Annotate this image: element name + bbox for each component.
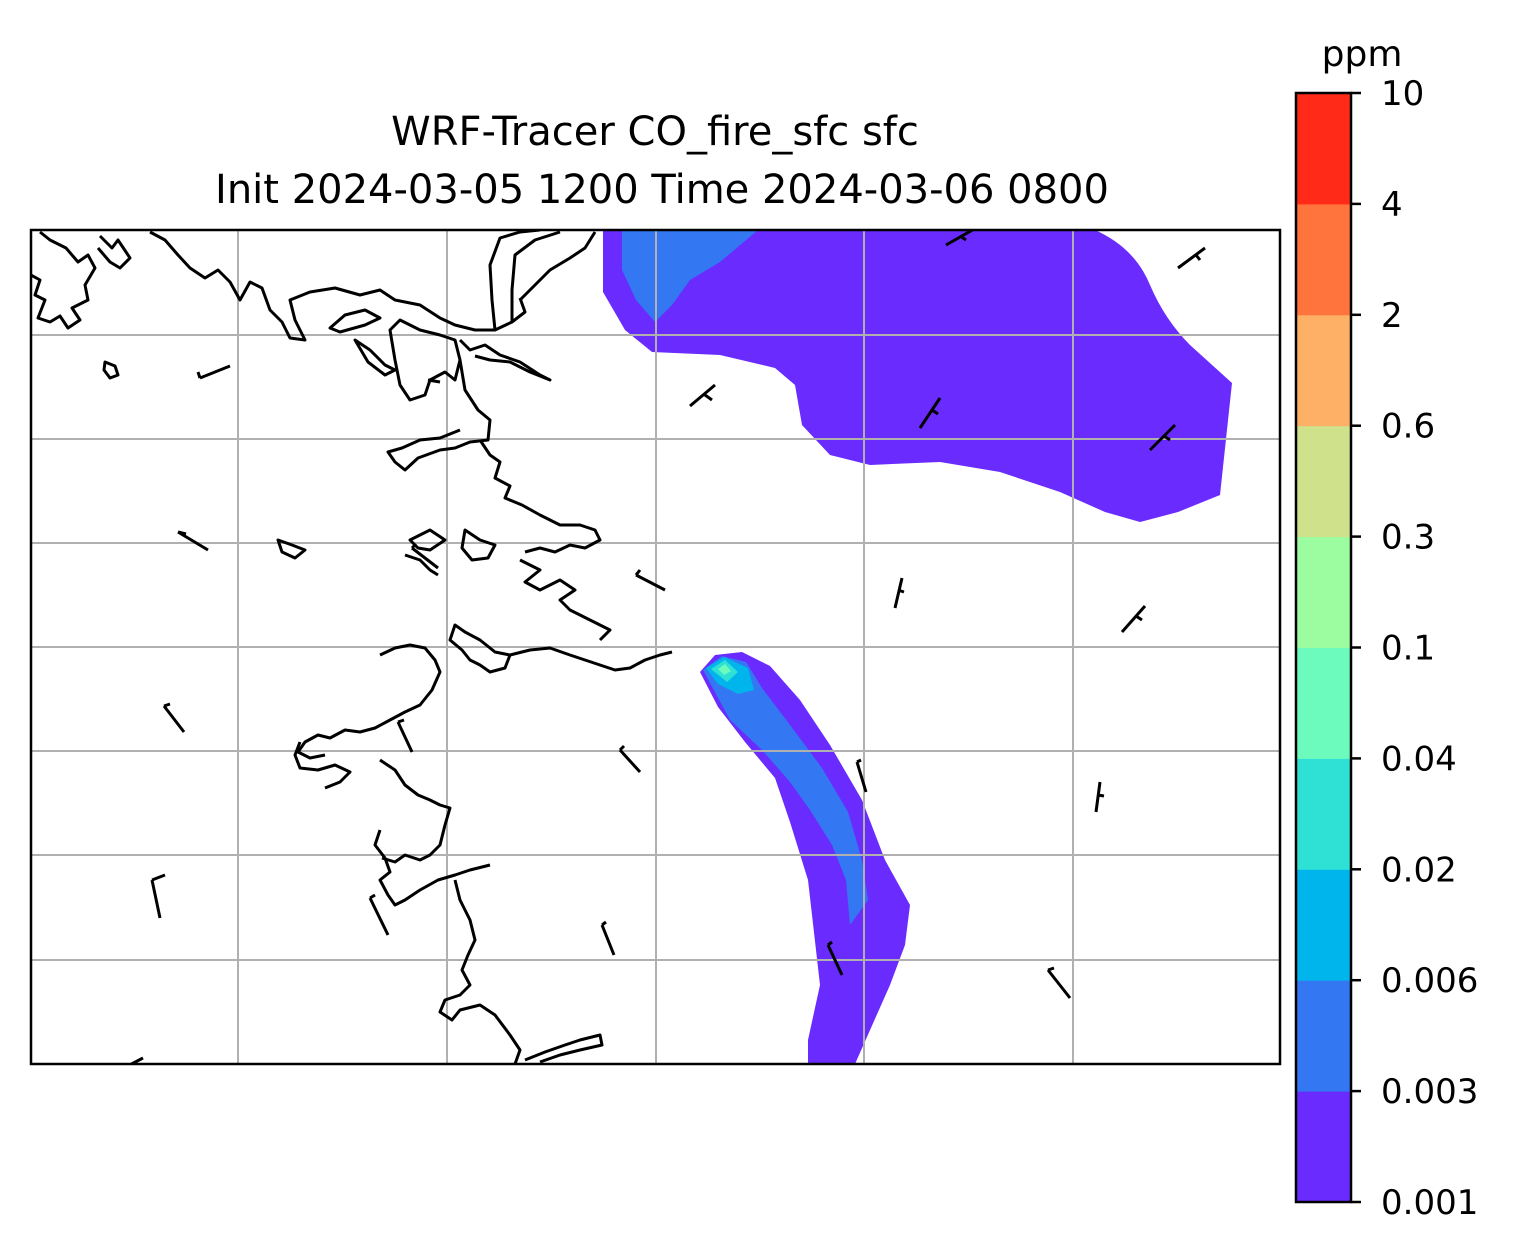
colorbar-tick-label: 10 bbox=[1381, 74, 1424, 114]
tracer-plume-south-mid bbox=[703, 656, 868, 925]
colorbar-band-7 bbox=[1296, 314, 1351, 427]
colorbar-tick-label: 0.04 bbox=[1381, 739, 1457, 779]
colorbar-band-2 bbox=[1296, 869, 1351, 981]
wind-barbs bbox=[128, 230, 1206, 1064]
gridlines bbox=[31, 230, 1280, 1064]
colorbar-band-6 bbox=[1296, 425, 1351, 538]
colorbar-band-3 bbox=[1296, 758, 1351, 870]
colorbar-segments bbox=[1296, 93, 1351, 1203]
colorbar-band-9 bbox=[1296, 93, 1351, 205]
coastlines bbox=[31, 230, 673, 1064]
colorbar-tick-label: 0.02 bbox=[1381, 850, 1457, 890]
colorbar-band-0 bbox=[1296, 1091, 1351, 1203]
colorbar: 0.001 0.003 0.006 0.02 0.04 0.1 0.3 0.6 2 4 10 ppm bbox=[1294, 34, 1478, 1223]
tracer-plume-north bbox=[603, 230, 1232, 522]
colorbar-tick-label: 0.6 bbox=[1381, 407, 1435, 447]
colorbar-tick-label: 4 bbox=[1381, 185, 1403, 225]
colorbar-tick-label: 0.006 bbox=[1381, 961, 1478, 1001]
colorbar-tick-label: 0.003 bbox=[1381, 1072, 1478, 1112]
map-panel bbox=[29, 228, 1282, 1066]
chart-title-line2: Init 2024-03-05 1200 Time 2024-03-06 080… bbox=[215, 167, 1109, 213]
colorbar-tick-label: 0.001 bbox=[1381, 1183, 1478, 1223]
colorbar-band-8 bbox=[1296, 203, 1351, 316]
chart-title-line1: WRF-Tracer CO_fire_sfc sfc bbox=[391, 109, 919, 155]
colorbar-band-4 bbox=[1296, 647, 1351, 759]
colorbar-band-5 bbox=[1296, 536, 1351, 648]
colorbar-tick-label: 0.3 bbox=[1381, 518, 1435, 558]
colorbar-ticks: 0.001 0.003 0.006 0.02 0.04 0.1 0.3 0.6 2 4 10 bbox=[1351, 74, 1478, 1223]
colorbar-tick-label: 2 bbox=[1381, 296, 1403, 336]
map-frame bbox=[29, 228, 1282, 1066]
colorbar-unit-label: ppm bbox=[1322, 34, 1403, 75]
colorbar-tick-label: 0.1 bbox=[1381, 629, 1435, 669]
tracer-plume-south-max bbox=[718, 664, 731, 675]
colorbar-band-1 bbox=[1296, 980, 1351, 1092]
